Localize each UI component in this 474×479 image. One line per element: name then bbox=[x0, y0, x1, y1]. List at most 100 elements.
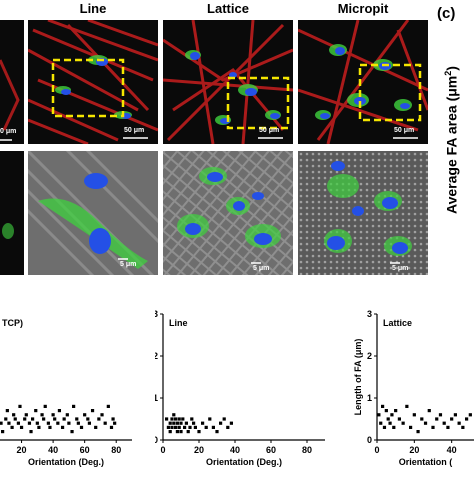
data-point bbox=[168, 421, 172, 425]
scale-bar-label-micropit-top: 50 μm bbox=[394, 127, 415, 134]
data-point bbox=[431, 425, 435, 429]
x-axis-label: Orientation (Deg.) bbox=[28, 457, 104, 467]
scale-bar-label-lattice-top: 50 μm bbox=[259, 127, 280, 134]
panel-label-c: (c) bbox=[437, 5, 456, 22]
data-point bbox=[192, 421, 196, 425]
data-point bbox=[76, 421, 80, 425]
data-point bbox=[24, 413, 28, 417]
data-point bbox=[219, 421, 223, 425]
data-point bbox=[208, 417, 212, 421]
micrograph-line-zoom: 5 μm bbox=[28, 151, 158, 275]
scatter-plot-lattice: 0 1 2 3 Length of FA (μm) 0 20 40 Orientation (L… bbox=[345, 300, 474, 474]
data-point bbox=[79, 425, 84, 429]
y-tick-label: 0 bbox=[367, 435, 372, 445]
data-point bbox=[75, 417, 79, 421]
data-point bbox=[453, 413, 457, 417]
average-fa-area-axis-label: Average FA area (μm2) bbox=[443, 66, 460, 214]
data-point bbox=[381, 404, 385, 408]
micrograph-micropit-zoom: 5 μm bbox=[298, 151, 428, 275]
x-tick-label: 60 bbox=[80, 445, 90, 455]
data-point bbox=[427, 409, 431, 413]
data-point bbox=[172, 413, 176, 417]
column-title-lattice: Lattice bbox=[207, 1, 249, 16]
data-point bbox=[103, 421, 107, 425]
data-point bbox=[87, 421, 91, 425]
x-axis-label: Orientation (Deg.) bbox=[206, 457, 282, 467]
data-point bbox=[379, 421, 383, 425]
data-point bbox=[465, 417, 469, 421]
data-point bbox=[65, 413, 69, 417]
data-point bbox=[70, 430, 74, 434]
data-point bbox=[179, 421, 183, 425]
y-tick-label: 3 bbox=[155, 309, 158, 319]
micrograph-lattice-zoom: 5 μm bbox=[163, 151, 293, 275]
data-point bbox=[409, 425, 413, 429]
data-point bbox=[86, 417, 90, 421]
data-point bbox=[109, 425, 114, 429]
data-point bbox=[106, 404, 110, 408]
data-point bbox=[420, 417, 424, 421]
data-point bbox=[174, 425, 178, 429]
data-point bbox=[190, 417, 194, 421]
scale-bar-label-tcp-top: 0 μm bbox=[0, 128, 17, 135]
scale-bar-label-line-top: 50 μm bbox=[124, 127, 145, 134]
data-point bbox=[215, 430, 219, 434]
data-point bbox=[386, 417, 390, 421]
data-point bbox=[186, 430, 190, 434]
data-point bbox=[37, 425, 41, 429]
data-point bbox=[53, 417, 57, 421]
data-point bbox=[40, 413, 44, 417]
data-point bbox=[382, 425, 387, 429]
data-point bbox=[57, 409, 62, 413]
data-point bbox=[181, 417, 185, 421]
column-title-line: Line bbox=[79, 1, 107, 16]
data-point bbox=[461, 425, 465, 429]
data-point bbox=[226, 425, 230, 429]
data-point bbox=[67, 421, 71, 425]
data-point bbox=[43, 404, 47, 408]
data-point bbox=[60, 425, 65, 429]
data-point bbox=[12, 413, 16, 417]
scale-bar-label-micropit-bottom: 5 μm bbox=[392, 265, 409, 272]
data-point bbox=[204, 425, 208, 429]
x-tick-label: 40 bbox=[48, 445, 58, 455]
plot-title: Line bbox=[169, 318, 188, 328]
data-point bbox=[179, 430, 183, 434]
y-tick-label: 2 bbox=[367, 351, 372, 361]
data-point bbox=[42, 417, 46, 421]
micrograph-micropit-fluorescence: 50 μm bbox=[298, 20, 428, 144]
data-point bbox=[51, 413, 55, 417]
scale-bar-label-line-bottom: 5 μm bbox=[120, 261, 137, 268]
data-point bbox=[46, 421, 50, 425]
data-point bbox=[175, 421, 179, 425]
data-point bbox=[19, 425, 24, 429]
y-tick-label: 2 bbox=[155, 351, 158, 361]
data-point bbox=[72, 404, 76, 408]
y-tick-label: 1 bbox=[155, 393, 158, 403]
data-point bbox=[168, 430, 172, 434]
data-point bbox=[193, 425, 197, 429]
data-point bbox=[401, 421, 405, 425]
x-tick-label: 0 bbox=[374, 445, 379, 455]
x-tick-label: 40 bbox=[447, 445, 457, 455]
data-point bbox=[184, 421, 188, 425]
data-point bbox=[177, 425, 181, 429]
data-point bbox=[201, 421, 205, 425]
data-point bbox=[183, 425, 187, 429]
x-tick-label: 80 bbox=[302, 445, 312, 455]
data-point bbox=[188, 425, 192, 429]
data-point bbox=[83, 413, 87, 417]
data-point bbox=[90, 409, 95, 413]
data-point bbox=[175, 430, 179, 434]
data-point bbox=[172, 421, 176, 425]
data-point bbox=[7, 421, 11, 425]
micrograph-line-fluorescence: 50 μm bbox=[28, 20, 158, 144]
x-tick-label: 20 bbox=[409, 445, 419, 455]
x-axis-label: Orientation ( bbox=[399, 457, 453, 467]
data-point bbox=[4, 417, 8, 421]
data-point bbox=[27, 421, 32, 425]
micrograph-lattice-fluorescence: 50 μm bbox=[163, 20, 293, 144]
data-point bbox=[100, 413, 104, 417]
data-point bbox=[197, 430, 201, 434]
